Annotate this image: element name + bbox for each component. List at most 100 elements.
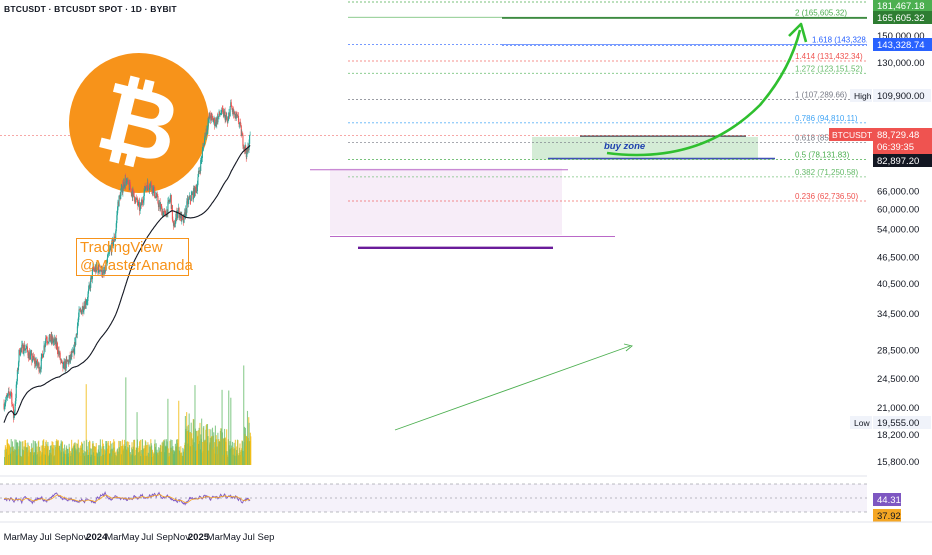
volume-bar <box>98 445 100 465</box>
candle-body <box>158 203 160 208</box>
volume-bar <box>53 445 55 465</box>
candle-body <box>80 310 82 314</box>
volume-bar <box>151 445 153 465</box>
candle-body <box>55 339 57 344</box>
candle-body <box>91 275 93 280</box>
candle-body <box>94 267 96 272</box>
candle-body <box>181 214 183 222</box>
candle-body <box>206 128 208 131</box>
candle-body <box>247 146 250 151</box>
candle-body <box>25 348 27 350</box>
rsi-signal-line <box>3 494 251 504</box>
candle-body <box>155 195 157 198</box>
candle-body <box>249 134 251 144</box>
candle-body <box>56 342 58 347</box>
candle-body <box>127 179 130 184</box>
candle-body <box>37 365 39 366</box>
price-label-18: 18,200.00 <box>877 430 919 441</box>
candle-body <box>229 112 231 117</box>
volume-bar <box>221 432 224 465</box>
candle-body <box>160 205 162 209</box>
candle-body <box>55 339 57 347</box>
candle-body <box>247 146 249 153</box>
candle-body <box>67 360 69 362</box>
candle-body <box>38 363 40 372</box>
candle-body <box>195 188 197 193</box>
candle-body <box>47 341 49 343</box>
fib-label-3: 1.272 (123,151.52) <box>795 64 863 73</box>
price-label-15: 24,500.00 <box>877 374 919 385</box>
candle-body <box>173 222 175 226</box>
candle-body <box>197 170 200 178</box>
candle-body <box>53 340 55 342</box>
candle-body <box>108 251 110 254</box>
candle-body <box>146 186 148 191</box>
volume-bar <box>17 442 19 465</box>
volume-bar <box>228 390 230 465</box>
candle-body <box>26 346 28 349</box>
candle-body <box>49 334 51 342</box>
candle-body <box>91 269 93 280</box>
candle-body <box>215 119 217 125</box>
volume-bar <box>195 430 197 465</box>
consolidation-zone <box>330 168 562 235</box>
candle-body <box>44 345 46 348</box>
candle-body <box>241 133 243 135</box>
candle-body <box>104 271 106 274</box>
time-tick-0: Mar <box>4 532 20 543</box>
candle-body <box>5 396 7 401</box>
candle-body <box>216 116 218 123</box>
fib-label-8: 0.382 (71,250.58) <box>795 168 858 177</box>
candle-body <box>203 144 205 146</box>
candle-body <box>120 188 122 193</box>
candle-body <box>148 188 150 190</box>
candle-body <box>207 117 210 123</box>
volume-bar <box>194 385 196 465</box>
candle-body <box>51 335 53 341</box>
candle-body <box>111 240 113 253</box>
candle-body <box>130 188 132 189</box>
candle-body <box>151 186 153 192</box>
candle-body <box>89 284 91 286</box>
candle-body <box>14 403 16 412</box>
candle-body <box>236 114 238 116</box>
candle-body <box>197 177 199 185</box>
candle-body <box>14 411 16 416</box>
candle-body <box>165 212 167 216</box>
price-label-17-bg <box>873 416 931 429</box>
candle-body <box>187 199 190 205</box>
volume-bar <box>76 443 79 465</box>
candle-body <box>237 115 239 117</box>
candle-body <box>240 122 242 126</box>
volume-bar <box>234 439 236 465</box>
candle-body <box>204 132 206 138</box>
candle-body <box>129 182 131 190</box>
candle-body <box>5 400 7 404</box>
candle-body <box>157 195 159 204</box>
candle-body <box>66 359 68 361</box>
candle-body <box>212 117 214 122</box>
price-label-17-tag: Low <box>854 418 870 428</box>
candle-body <box>123 182 125 187</box>
volume-bar <box>199 422 201 465</box>
volume-bar <box>201 418 203 465</box>
candle-body <box>224 111 226 121</box>
candle-body <box>225 116 227 121</box>
candle-body <box>125 181 127 186</box>
candle-body <box>100 266 102 271</box>
candle-body <box>161 206 163 216</box>
candle-body <box>139 202 141 211</box>
candle-body <box>115 231 117 239</box>
candle-body <box>39 370 41 371</box>
candle-body <box>169 201 171 202</box>
volume-bar <box>94 446 96 465</box>
candle-body <box>246 149 248 158</box>
candle-body <box>66 360 68 362</box>
candle-body <box>137 202 140 206</box>
volume-bar <box>32 440 34 465</box>
time-tick-8: Jul <box>141 532 153 543</box>
candle-body <box>36 359 38 364</box>
candle-body <box>139 207 141 211</box>
